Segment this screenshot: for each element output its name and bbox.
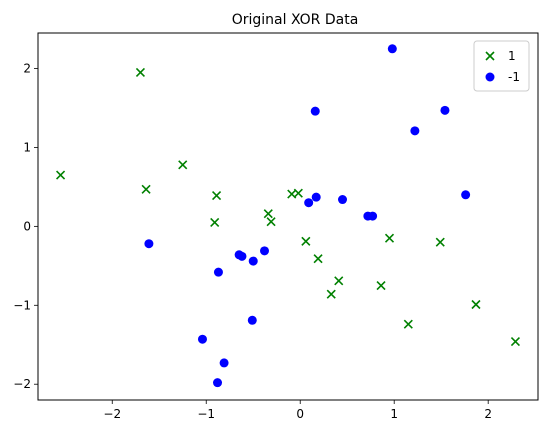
x-marker-stroke xyxy=(135,67,146,78)
data-point-class-neg1 xyxy=(368,211,378,221)
x-marker-stroke xyxy=(293,188,303,198)
data-point-class-neg1 xyxy=(304,198,314,208)
x-marker-stroke xyxy=(313,254,323,264)
data-point-class-neg1 xyxy=(237,251,247,261)
x-marker-stroke xyxy=(178,160,188,170)
x-tick-label: −2 xyxy=(103,407,121,421)
y-axis-ticks: −2 −1 0 1 2 xyxy=(13,62,38,391)
x-marker-stroke xyxy=(287,189,297,199)
data-point-class-neg1 xyxy=(440,105,450,115)
x-marker-stroke xyxy=(334,276,344,286)
data-point-class-neg1 xyxy=(213,267,223,277)
y-tick-label: 1 xyxy=(23,140,31,154)
x-marker-stroke xyxy=(141,184,151,194)
data-point-class-1 xyxy=(266,217,276,227)
x-marker-stroke xyxy=(384,233,395,243)
data-point-class-neg1 xyxy=(247,315,257,325)
data-point-class-neg1 xyxy=(260,246,270,256)
legend-box xyxy=(473,40,530,92)
data-points xyxy=(55,44,521,388)
x-tick-label: 1 xyxy=(390,407,398,421)
data-point-class-neg1 xyxy=(338,195,348,205)
x-tick-label: 2 xyxy=(484,407,492,421)
data-point-class-1 xyxy=(471,299,481,310)
legend-label: 1 xyxy=(508,49,516,63)
data-point-class-1 xyxy=(263,209,273,219)
data-point-class-neg1 xyxy=(410,126,420,136)
y-tick-label: 0 xyxy=(23,219,31,233)
x-marker-stroke xyxy=(263,209,273,219)
data-point-class-neg1 xyxy=(248,256,258,266)
data-point-class-neg1 xyxy=(197,334,207,344)
x-marker-stroke xyxy=(510,337,521,347)
x-marker-stroke xyxy=(301,236,311,246)
data-point-class-1 xyxy=(55,170,66,180)
x-marker-stroke xyxy=(266,217,276,227)
data-point-class-1 xyxy=(384,233,395,243)
x-marker-stroke xyxy=(471,299,481,310)
x-marker-stroke xyxy=(435,237,445,247)
legend-marker xyxy=(485,51,495,61)
data-point-class-1 xyxy=(510,337,521,347)
x-tick-label: −1 xyxy=(197,407,215,421)
x-marker-stroke xyxy=(212,191,222,201)
legend-marker xyxy=(485,72,495,82)
y-tick-label: −2 xyxy=(13,377,31,391)
x-marker-stroke xyxy=(210,217,220,227)
data-point-class-1 xyxy=(403,319,413,329)
data-point-class-1 xyxy=(293,188,303,198)
data-point-class-neg1 xyxy=(213,378,223,388)
data-point-class-1 xyxy=(212,191,222,201)
data-point-class-1 xyxy=(313,254,323,264)
y-tick-label: 2 xyxy=(23,62,31,76)
x-marker-stroke xyxy=(376,280,386,291)
x-axis-ticks: −2 −1 0 1 2 xyxy=(103,400,492,421)
data-point-class-1 xyxy=(334,276,344,286)
plot-frame xyxy=(37,32,539,401)
data-point-class-neg1 xyxy=(144,239,154,249)
chart-title: Original XOR Data xyxy=(232,12,359,28)
data-point-class-1 xyxy=(376,280,386,291)
x-marker-stroke xyxy=(403,319,413,329)
data-point-class-neg1 xyxy=(461,190,471,200)
data-point-class-neg1 xyxy=(387,44,397,54)
x-marker-stroke xyxy=(485,51,495,61)
data-point-class-1 xyxy=(178,160,188,170)
legend: 1 -1 xyxy=(473,40,530,92)
data-point-class-1 xyxy=(326,289,336,299)
data-point-class-1 xyxy=(301,236,311,246)
x-marker-stroke xyxy=(326,289,336,299)
data-point-class-1 xyxy=(135,67,146,78)
y-tick-label: −1 xyxy=(13,298,31,312)
x-tick-label: 0 xyxy=(296,407,304,421)
data-point-class-1 xyxy=(435,237,445,247)
data-point-class-neg1 xyxy=(219,358,229,368)
data-point-class-1 xyxy=(141,184,151,194)
data-point-class-1 xyxy=(210,217,220,227)
data-point-class-neg1 xyxy=(310,106,320,116)
data-point-class-neg1 xyxy=(311,192,321,202)
x-marker-stroke xyxy=(55,170,66,180)
legend-label: -1 xyxy=(508,70,520,84)
